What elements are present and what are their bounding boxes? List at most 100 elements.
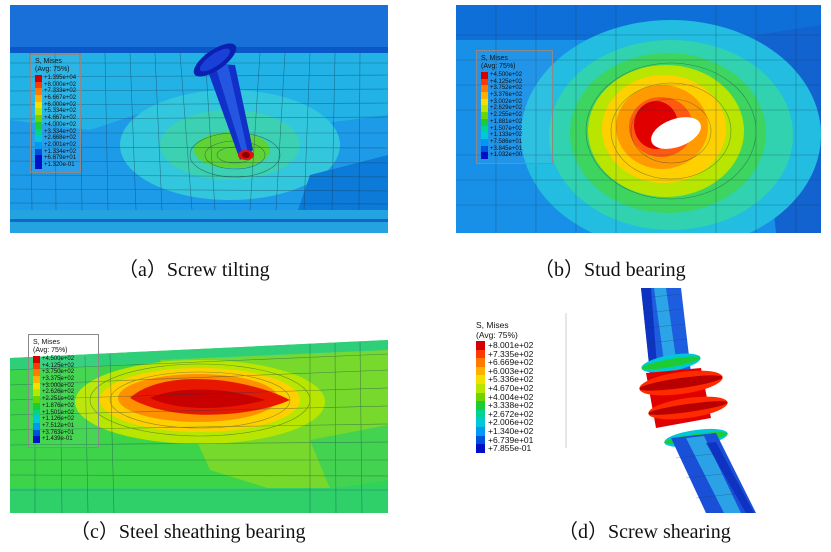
legend-c-row: +4.500e+02 (33, 356, 74, 363)
legend-b-row: +3.376e+02 (481, 92, 522, 99)
legend-value: +5.336e+02 (488, 374, 534, 385)
legend-swatch (33, 369, 40, 377)
legend-swatch (476, 375, 485, 384)
legend-swatch (476, 392, 485, 402)
legend-value: +3.376e+02 (490, 92, 523, 99)
panel-b-stud-bearing: S, Mises (Avg: 75%) +4.500e+02 +4.125e+0… (456, 5, 821, 233)
legend-swatch (476, 426, 485, 436)
legend-swatch (35, 115, 42, 122)
legend-value: +1.320e-01 (44, 161, 75, 168)
legend-value: +7.335e+02 (488, 348, 534, 359)
fea-contour-plot-c (10, 330, 388, 513)
legend-swatch (35, 148, 42, 156)
legend-value: +4.500e+02 (42, 356, 75, 362)
legend-swatch (481, 78, 488, 86)
legend-swatch (476, 444, 485, 453)
legend-value: +2.251e+02 (42, 396, 75, 403)
legend-c-row: +7.512e+01 (33, 422, 74, 430)
legend-a-row: +2.668e+02 (35, 135, 76, 142)
legend-c-row: +1.501e+02 (33, 409, 75, 417)
legend-value: +6.669e+02 (488, 357, 534, 368)
legend-value: +4.125e+02 (490, 78, 523, 85)
legend-c-rows: +4.500e+02 +4.125e+02 +3.750e+02 +3.375e… (33, 356, 74, 443)
legend-swatch (481, 112, 488, 119)
legend-swatch (35, 88, 42, 96)
legend-value: +3.763e+01 (42, 429, 75, 436)
legend-d-row: +4.670e+02 (476, 384, 533, 393)
legend-value: +6.667e+02 (44, 95, 77, 102)
legend-swatch (481, 145, 488, 153)
legend-value: +1.876e+02 (42, 402, 75, 409)
legend-swatch (33, 396, 40, 403)
legend-swatch (35, 141, 42, 149)
legend-b-row: +1.032e+00 (481, 152, 522, 159)
legend-swatch (35, 95, 42, 102)
legend-a-row: +6.667e+02 (35, 95, 76, 102)
legend-d-row: +6.739e+01 (476, 434, 534, 445)
legend-value: +7.333e+02 (44, 88, 77, 95)
legend-value: +3.375e+02 (42, 376, 75, 383)
legend-value: +1.334e+02 (44, 148, 77, 155)
legend-b-row: +1.507e+02 (481, 125, 522, 133)
legend-value: +4.125e+02 (42, 362, 75, 369)
legend-value: +4.004e+02 (488, 391, 534, 402)
legend-c-row: +3.000e+02 (33, 382, 75, 390)
legend-value: +6.739e+01 (488, 434, 534, 445)
legend-value: +1.439e-01 (42, 436, 73, 443)
legend-d: S, Mises (Avg: 75%) +8.001e+02 +7.335e+0… (476, 320, 534, 453)
legend-b-row: +2.629e+02 (481, 105, 523, 113)
legend-value: +6.003e+02 (488, 365, 534, 376)
legend-b-row: +1.881e+02 (481, 118, 522, 126)
legend-value: +1.501e+02 (42, 409, 75, 416)
legend-value: +4.667e+02 (44, 115, 77, 122)
legend-b-row: +4.125e+02 (481, 78, 523, 86)
legend-value: +6.000e+02 (44, 101, 77, 108)
legend-value: +3.750e+02 (42, 369, 75, 376)
legend-value: +3.338e+02 (488, 400, 534, 411)
legend-c-row: +3.763e+01 (33, 429, 75, 437)
legend-d-title: S, Mises (476, 320, 509, 330)
legend-swatch (33, 389, 40, 397)
legend-value: +2.001e+02 (44, 141, 77, 148)
legend-d-row: +6.003e+02 (476, 367, 533, 376)
legend-b-row: +2.255e+02 (481, 112, 522, 119)
legend-value: +2.668e+02 (44, 135, 77, 142)
fea-contour-plot-d (466, 288, 821, 513)
legend-swatch (33, 422, 40, 430)
legend-swatch (35, 75, 42, 82)
legend-swatch (481, 72, 488, 79)
legend-swatch (33, 402, 40, 410)
legend-swatch (476, 435, 485, 445)
legend-a-row: +4.000e+02 (35, 121, 77, 129)
legend-d-row: +2.672e+02 (476, 410, 533, 419)
legend-swatch (481, 98, 488, 106)
legend-a-rows: +1.395e+04 +8.000e+02 +7.333e+02 +6.667e… (35, 75, 76, 169)
legend-swatch (35, 155, 42, 162)
legend-d-row: +1.340e+02 (476, 427, 533, 436)
legend-swatch (481, 138, 488, 146)
legend-value: +2.629e+02 (490, 105, 523, 112)
legend-value: +4.000e+02 (44, 121, 77, 128)
legend-d-subtitle: (Avg: 75%) (476, 329, 518, 340)
legend-swatch (35, 108, 42, 116)
legend-a-row: +3.334e+02 (35, 128, 77, 136)
panel-c-steel-sheathing-bearing: S, Mises (Avg: 75%) +4.500e+02 +4.125e+0… (10, 330, 388, 513)
legend-swatch (481, 118, 488, 126)
legend-value: +3.334e+02 (44, 128, 77, 135)
legend-c-row: +1.439e-01 (33, 436, 74, 443)
legend-b-rows: +4.500e+02 +4.125e+02 +3.752e+02 +3.376e… (481, 72, 522, 159)
legend-swatch (33, 362, 40, 370)
legend-value: +2.626e+02 (42, 389, 75, 396)
legend-swatch (481, 105, 488, 113)
legend-swatch (476, 358, 485, 367)
legend-swatch (481, 92, 488, 99)
legend-b-row: +3.002e+02 (481, 98, 523, 106)
legend-a-row: +5.334e+02 (35, 108, 76, 116)
legend-a-row: +2.001e+02 (35, 141, 77, 149)
legend-value: +3.000e+02 (42, 382, 75, 389)
legend-swatch (481, 85, 488, 93)
legend-a-row: +1.320e-01 (35, 161, 76, 169)
legend-b-row: +7.586e+01 (481, 138, 522, 146)
legend-a: S, Mises (Avg: 75%) +1.395e+04 +8.000e+0… (30, 54, 82, 173)
legend-value: +3.002e+02 (490, 98, 523, 105)
